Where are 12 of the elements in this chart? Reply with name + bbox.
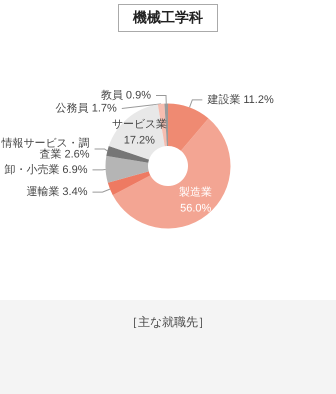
data-label: 17.2%: [124, 134, 156, 146]
slice-label: 建設業 11.2%: [206, 92, 274, 106]
slice-label: 情報サービス・調査業 2.6%: [0, 136, 90, 160]
slice-label: 教員 0.9%: [100, 90, 152, 102]
data-label: 56.0%: [180, 202, 212, 215]
slice-label: 製造業: [179, 186, 212, 199]
slice-label: サービス業: [112, 118, 167, 130]
slice-label: 公務員 1.7%: [56, 102, 118, 115]
chart-title: 機械工学科: [118, 4, 218, 32]
slice-label: 卸・小売業 6.9%: [4, 162, 88, 176]
slice-label: 運輸業 3.4%: [26, 186, 88, 198]
text: ［主な就職先］: [125, 314, 211, 331]
